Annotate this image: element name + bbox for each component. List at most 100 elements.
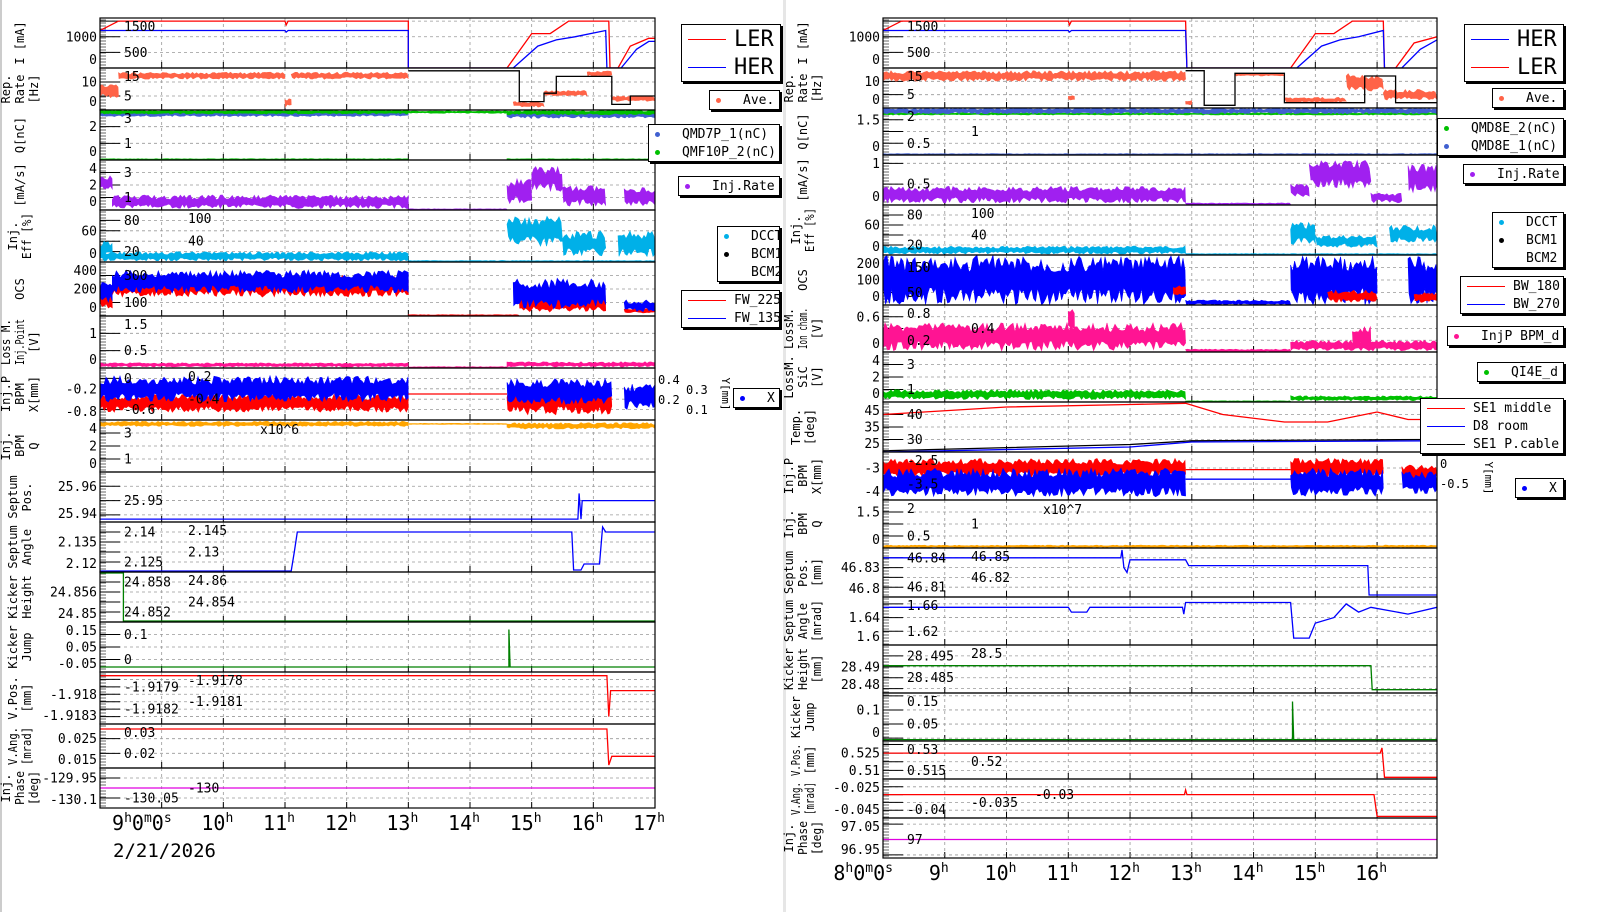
series-line-her — [883, 601, 1437, 639]
panel-frame — [882, 740, 1438, 780]
y-tick-label: 0 — [872, 533, 880, 548]
panel-frame — [99, 723, 656, 769]
legend-entry: BCM2 — [718, 263, 779, 281]
legend-line-swatch — [688, 299, 726, 301]
series-band-ler — [1327, 289, 1378, 303]
series-band-ave — [290, 71, 409, 80]
y-tick-label: -2.5 — [907, 454, 938, 469]
legend-right-2: QMD8E_2(nC) QMD8E_1(nC) — [1437, 118, 1564, 156]
legend-label: BW_270 — [1513, 296, 1560, 312]
y-axis-label: BPM — [13, 435, 27, 457]
legend-label: SE1 P.cable — [1473, 436, 1560, 452]
x-tick-hour: 11 — [1046, 861, 1070, 885]
y-tick-label: 1.6 — [857, 630, 880, 645]
x-tick-label: 9h0m0s — [112, 811, 172, 835]
y-tick-label: 0.15 — [907, 695, 938, 710]
series-group — [100, 728, 655, 766]
y-tick-label: 15 — [124, 70, 140, 85]
y-tick-label: 2.12 — [66, 557, 97, 572]
y-tick-label: 0.5 — [907, 530, 930, 545]
y-axis-label: Eff [%] — [803, 208, 817, 252]
series-group — [100, 269, 655, 316]
y-tick-label: 1500 — [124, 20, 155, 35]
series-band-ave — [586, 70, 613, 77]
series-band-cyan — [506, 215, 563, 247]
right-axis-tick-label: 0.3 — [686, 383, 708, 397]
legend-label: BCM1 — [1526, 232, 1558, 248]
series-band-pink — [100, 362, 409, 368]
y-axis-label: Loss M. — [0, 319, 13, 365]
x-tick-unit: h — [1256, 861, 1264, 876]
y-tick-label: 2 — [907, 110, 915, 125]
series-band-her — [883, 467, 1186, 498]
y-tick-label: 0 — [124, 372, 132, 387]
y-tick-label: 40 — [971, 229, 987, 244]
legend-label: X — [1549, 480, 1557, 496]
y-axis-label: [V] — [810, 366, 824, 388]
series-line-ler — [100, 20, 655, 68]
series-band-ler — [1172, 285, 1186, 296]
panel-frame — [882, 17, 1438, 69]
x-tick-hour: 12 — [325, 811, 349, 835]
legend-label: HER — [734, 54, 774, 80]
y-axis-label: Inj. — [0, 432, 13, 461]
y-axis-label: Height — [20, 575, 34, 618]
series-band-ave — [883, 70, 1186, 82]
y-axis-label: BPM — [796, 513, 810, 535]
y-tick-label: 0 — [872, 290, 880, 305]
panel-5: 0 50 100 150 200 OCS — [796, 254, 1438, 306]
y-tick-label: 200 — [74, 283, 97, 298]
y-tick-label: 0.1 — [124, 628, 147, 643]
series-line-ler — [100, 675, 655, 717]
y-axis-label: BPM — [796, 465, 810, 487]
series-band-her — [623, 384, 655, 410]
y-axis-label: Phase — [796, 821, 810, 855]
x-tick-unit: h — [124, 811, 132, 826]
x-tick-hour: 16 — [571, 811, 595, 835]
y-axis-label: [mA/s] — [13, 163, 27, 206]
series-group — [883, 747, 1437, 778]
y-tick-label: 15 — [907, 70, 923, 85]
y-tick-label: 46.81 — [907, 581, 946, 596]
y-tick-label: -0.2 — [66, 382, 97, 397]
x-tick-label: 8h0m0s — [833, 861, 893, 885]
series-band-her — [623, 299, 655, 313]
y-multiplier: x10^7 — [1043, 503, 1082, 518]
panel-3: 0 0.5 1 [mA/s] — [796, 154, 1438, 206]
legend-right-0: HER LER — [1464, 24, 1564, 82]
legend-line-swatch — [688, 38, 726, 40]
y-axis-label: Inj. — [789, 216, 803, 245]
series-group — [100, 675, 655, 717]
y-tick-label: 5 — [124, 90, 132, 105]
legend-empty-swatch — [1499, 256, 1504, 261]
series-band-orange — [407, 422, 508, 425]
legend-dot-swatch — [1499, 237, 1504, 243]
legend-line-swatch — [1427, 425, 1465, 427]
y-axis-label: Rep. — [782, 74, 796, 103]
x-tick-hour: 17 — [633, 811, 657, 835]
y-axis-label: Inj. — [6, 222, 20, 251]
x-tick-label: 13h — [1170, 861, 1202, 885]
panel-frame — [99, 767, 656, 809]
legend-line-swatch — [1467, 303, 1505, 305]
series-group — [100, 420, 655, 430]
series-group — [883, 701, 1437, 741]
panel-15: -130.1 -130.05 -130 -129.95 Inj. Phase [deg] — [0, 767, 656, 809]
y-axis-label: Jump — [803, 703, 817, 732]
x-tick-unit: h — [941, 861, 949, 876]
y-tick-label: 2.13 — [188, 546, 219, 561]
legend-label: BW_180 — [1513, 278, 1560, 294]
legend-entry: X — [734, 389, 779, 407]
series-group — [883, 20, 1437, 68]
right-axis-tick-label: 0.2 — [658, 393, 680, 407]
series-band-ave — [100, 84, 119, 99]
x-tick-hour: 15 — [510, 811, 534, 835]
x-tick-label: 13h — [386, 811, 418, 835]
y-axis-label: Septum — [782, 551, 796, 594]
y-tick-label: -1.9178 — [188, 674, 243, 689]
x-tick-hour: 16 — [1355, 861, 1379, 885]
series-group — [100, 215, 655, 262]
y-axis-label: Inj.P — [0, 376, 13, 412]
